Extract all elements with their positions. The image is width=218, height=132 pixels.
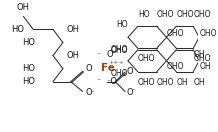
Text: O: O: [126, 67, 133, 76]
Text: O: O: [86, 64, 92, 73]
Text: OHO: OHO: [167, 62, 184, 70]
Text: ⁻: ⁻: [90, 88, 95, 97]
Text: OH: OH: [193, 78, 205, 87]
Text: HO: HO: [116, 20, 128, 29]
Text: ⁻: ⁻: [96, 50, 100, 59]
Text: OHO: OHO: [111, 46, 128, 55]
Text: O: O: [86, 88, 92, 97]
Text: OH: OH: [17, 3, 30, 12]
Text: HO: HO: [22, 64, 35, 73]
Text: OHO: OHO: [167, 29, 184, 38]
Text: OHO: OHO: [176, 10, 194, 19]
Text: OHO: OHO: [200, 29, 218, 38]
Text: HO: HO: [22, 77, 35, 86]
Text: ⁻: ⁻: [131, 88, 135, 95]
Text: OH: OH: [67, 25, 80, 34]
Text: OHO: OHO: [193, 54, 211, 63]
Text: O: O: [126, 88, 133, 97]
Text: OH: OH: [193, 50, 205, 59]
Text: OHO: OHO: [111, 44, 128, 53]
Text: OH: OH: [176, 78, 188, 87]
Text: OHO: OHO: [138, 54, 155, 63]
Text: ⁻O: ⁻O: [107, 77, 118, 86]
Text: OH: OH: [67, 51, 80, 60]
Text: +++: +++: [108, 60, 124, 65]
Text: OHO: OHO: [157, 78, 174, 87]
Text: OHO: OHO: [111, 69, 128, 78]
Text: Fe: Fe: [101, 63, 115, 73]
Text: HO: HO: [12, 25, 25, 34]
Text: HO: HO: [22, 38, 35, 47]
Text: HO: HO: [138, 10, 150, 19]
Text: OHO: OHO: [157, 10, 174, 19]
Text: OHO: OHO: [138, 78, 155, 87]
Text: O: O: [107, 50, 113, 59]
Text: OH: OH: [200, 62, 212, 70]
Text: OHO: OHO: [193, 10, 211, 19]
Text: ⁻: ⁻: [96, 77, 100, 86]
